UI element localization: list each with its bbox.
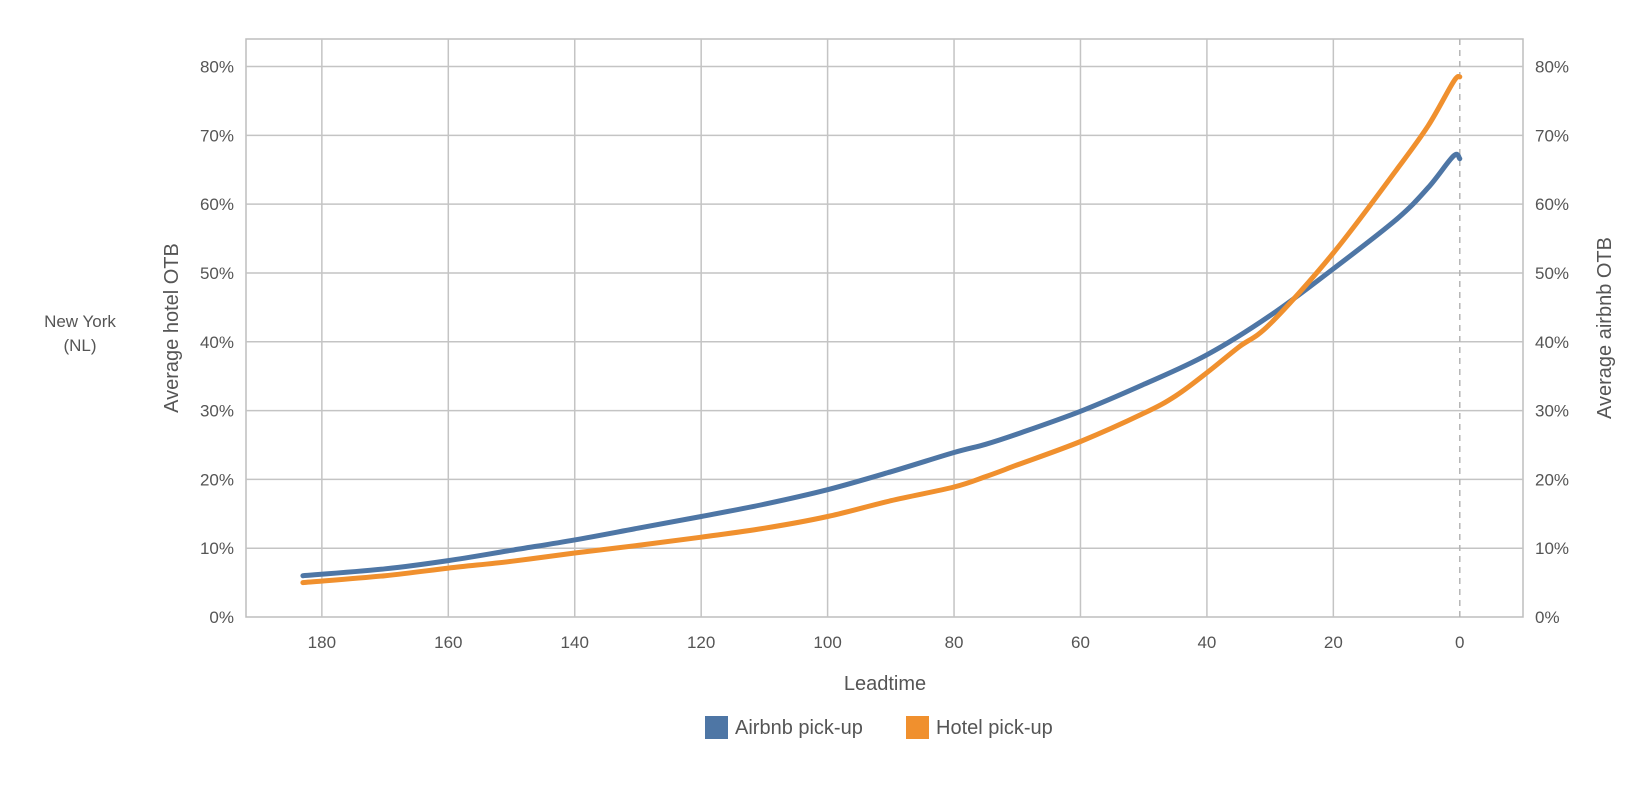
x-tick-label: 20	[1324, 633, 1343, 652]
y-tick-label-right: 10%	[1535, 539, 1569, 558]
x-axis-title: Leadtime	[844, 673, 926, 695]
y-tick-label-left: 0%	[209, 608, 234, 627]
y-tick-label-left: 10%	[200, 539, 234, 558]
legend-swatch-airbnb	[705, 716, 728, 739]
left-y-axis-ticks: 0% 10% 20% 30% 40% 50% 60% 70% 80%	[200, 58, 234, 627]
y-tick-label-right: 80%	[1535, 58, 1569, 77]
right-y-axis-ticks: 0% 10% 20% 30% 40% 50% 60% 70% 80%	[1535, 58, 1569, 627]
plot-frame	[245, 38, 1524, 618]
series-line-hotel	[300, 73, 1463, 586]
x-tick-label: 180	[308, 633, 336, 652]
left-y-axis-title: Average hotel OTB	[161, 243, 183, 413]
x-tick-label: 160	[434, 633, 462, 652]
y-tick-label-right: 50%	[1535, 264, 1569, 283]
legend: Airbnb pick-up Hotel pick-up	[705, 716, 1053, 739]
x-tick-label: 120	[687, 633, 715, 652]
y-tick-label-left: 70%	[200, 126, 234, 145]
x-tick-label: 140	[561, 633, 589, 652]
x-axis-ticks: 180 160 140 120 100 80 60 40 20 0	[308, 633, 1465, 652]
y-tick-label-right: 70%	[1535, 126, 1569, 145]
grid-lines	[245, 38, 1524, 618]
y-tick-label-right: 20%	[1535, 470, 1569, 489]
y-tick-label-right: 60%	[1535, 195, 1569, 214]
legend-swatch-hotel	[906, 716, 929, 739]
x-tick-label: 40	[1197, 633, 1216, 652]
x-tick-label: 100	[813, 633, 841, 652]
y-tick-label-left: 30%	[200, 402, 234, 421]
series-lines	[300, 73, 1463, 586]
y-tick-label-right: 40%	[1535, 333, 1569, 352]
region-label-line-1: New York	[44, 312, 116, 331]
y-tick-label-right: 30%	[1535, 402, 1569, 421]
y-tick-label-right: 0%	[1535, 608, 1560, 627]
series-line-airbnb	[300, 151, 1463, 579]
x-tick-label: 0	[1455, 633, 1464, 652]
y-tick-label-left: 20%	[200, 470, 234, 489]
right-y-axis-title: Average airbnb OTB	[1594, 237, 1616, 419]
y-tick-label-left: 50%	[200, 264, 234, 283]
y-tick-label-left: 80%	[200, 58, 234, 77]
y-tick-label-left: 40%	[200, 333, 234, 352]
y-tick-label-left: 60%	[200, 195, 234, 214]
legend-label-airbnb: Airbnb pick-up	[735, 717, 863, 739]
region-label-line-2: (NL)	[63, 336, 96, 355]
x-tick-label: 80	[945, 633, 964, 652]
x-tick-label: 60	[1071, 633, 1090, 652]
legend-label-hotel: Hotel pick-up	[936, 717, 1053, 739]
